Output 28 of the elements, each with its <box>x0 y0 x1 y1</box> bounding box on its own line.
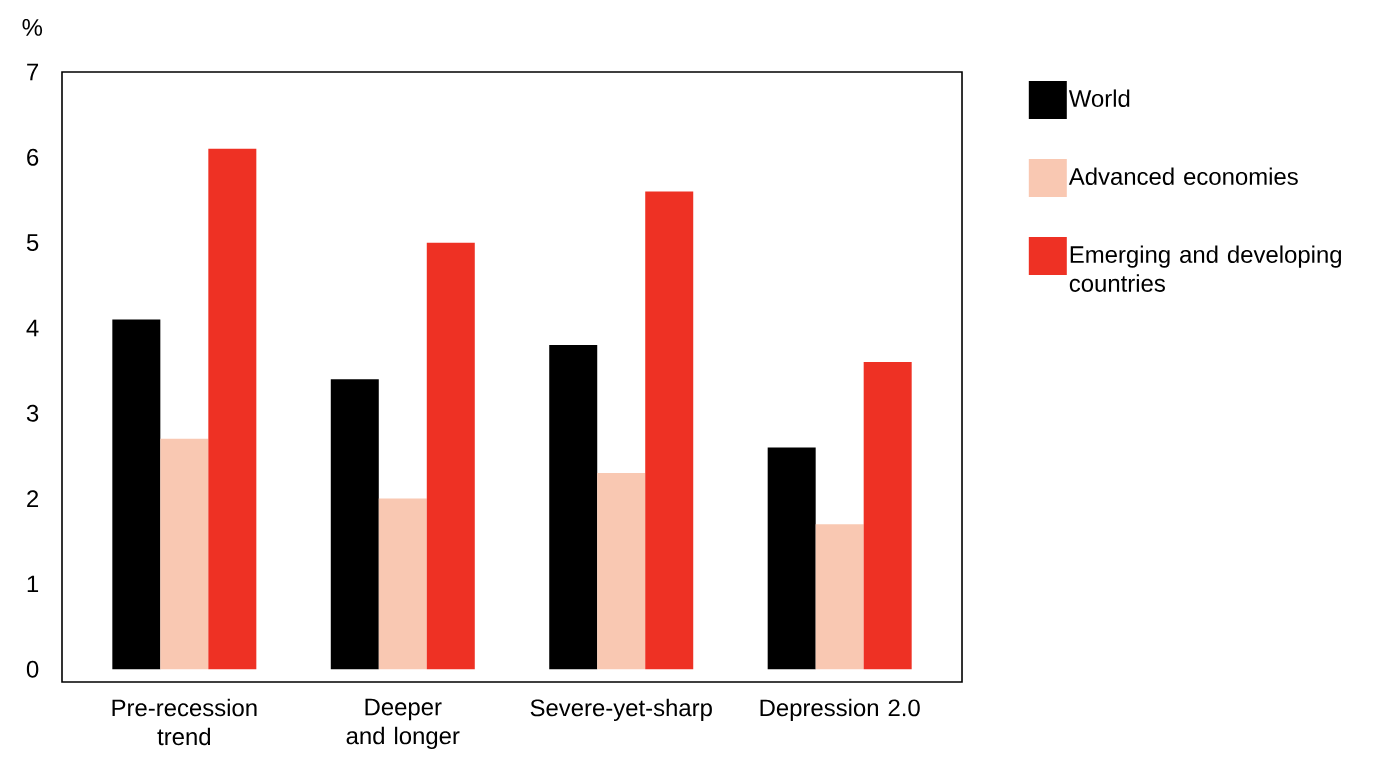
y-tick-label: 0 <box>26 660 39 678</box>
bar <box>208 148 257 670</box>
bar <box>378 498 427 670</box>
bar <box>112 319 161 670</box>
y-tick-label: 4 <box>26 319 39 337</box>
x-tick-label: Pre-recession trend <box>112 698 257 746</box>
y-axis-title: % <box>22 19 43 36</box>
bar <box>815 524 864 670</box>
bar <box>426 242 475 670</box>
legend-label: World <box>1068 89 1130 107</box>
legend-label: Advanced economies <box>1068 167 1298 185</box>
x-tick-label: Deeper and longer <box>346 698 460 750</box>
bar <box>160 438 209 670</box>
y-tick-label: 6 <box>27 148 39 166</box>
y-tick-label: 1 <box>27 575 39 593</box>
x-tick-label: Depression 2.0 <box>760 698 920 722</box>
bar <box>549 345 598 670</box>
y-tick-label: 3 <box>26 404 39 422</box>
x-tick-label: Severe-yet-sharp <box>530 698 712 722</box>
bar <box>767 447 816 670</box>
y-tick-label: 5 <box>26 234 39 251</box>
bar <box>597 472 646 670</box>
y-tick-label: 2 <box>27 490 39 507</box>
y-tick-label: 7 <box>27 63 39 81</box>
bar <box>645 191 694 670</box>
bar <box>330 379 379 670</box>
bar <box>863 362 912 670</box>
legend-label: Emerging and developing countries <box>1069 245 1341 292</box>
